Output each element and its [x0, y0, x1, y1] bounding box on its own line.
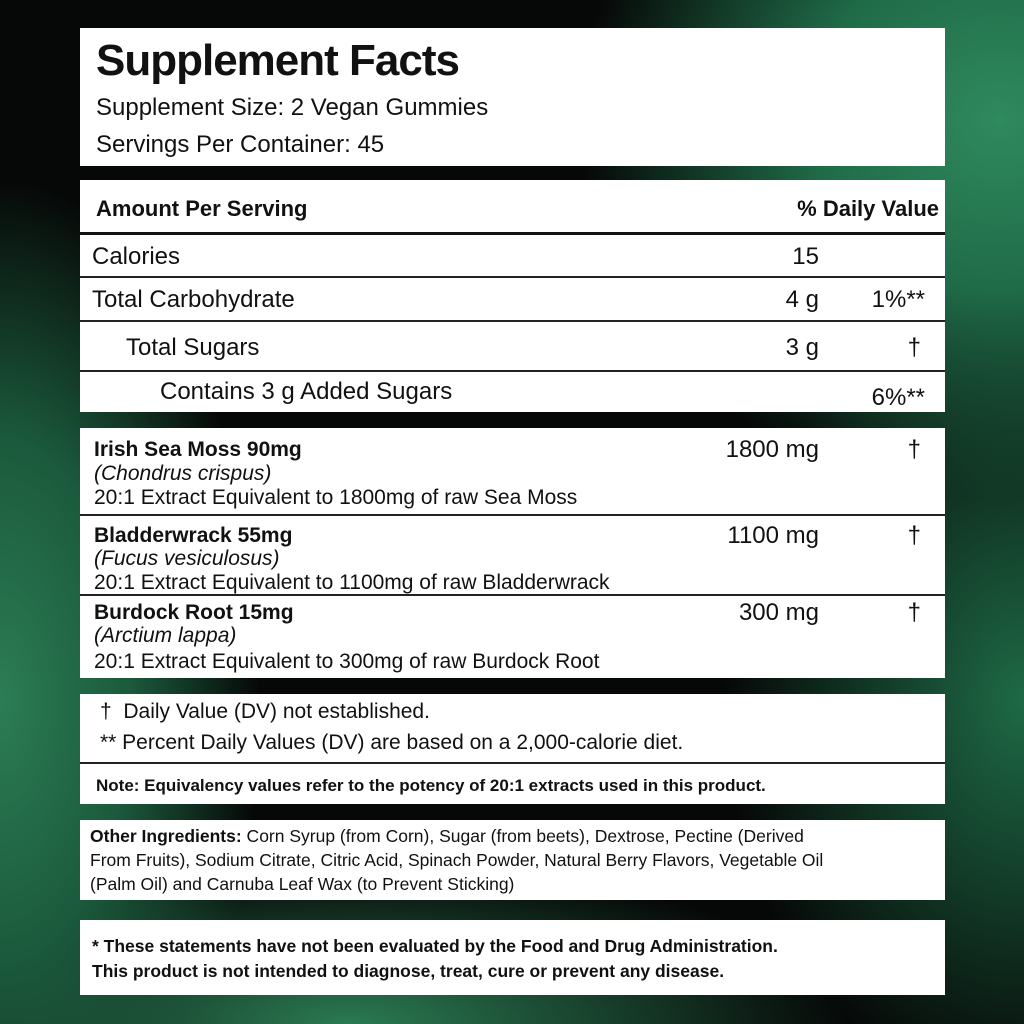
other-ingredients-panel: Other Ingredients: Corn Syrup (from Corn…: [80, 820, 945, 900]
footnote-dv-not-established: † Daily Value (DV) not established.: [100, 700, 430, 723]
nutrient-name: Contains 3 g Added Sugars: [160, 378, 453, 405]
nutrient-name: Total Sugars: [126, 334, 260, 361]
ingredient-extract: 20:1 Extract Equivalent to 1100mg of raw…: [94, 571, 610, 594]
nutrient-row: Contains 3 g Added Sugars 6%**: [80, 370, 945, 414]
equivalency-note: Note: Equivalency values refer to the po…: [96, 776, 766, 795]
ingredients-panel: Irish Sea Moss 90mg (Chondrus crispus) 2…: [80, 428, 945, 678]
ingredient-name: Irish Sea Moss 90mg: [94, 438, 302, 461]
fda-disclaimer-line: * These statements have not been evaluat…: [92, 936, 778, 956]
ingredient-amount: 300 mg: [738, 599, 819, 626]
nutrient-amount: 15: [792, 243, 819, 270]
footnotes-panel: † Daily Value (DV) not established. ** P…: [80, 694, 945, 804]
ingredient-dv: †: [907, 522, 921, 549]
fda-disclaimer-line: This product is not intended to diagnose…: [92, 961, 725, 981]
ingredient-latin: (Chondrus crispus): [94, 462, 272, 485]
other-ingredients-text: Corn Syrup (from Corn), Sugar (from beet…: [241, 826, 804, 846]
ingredient-latin: (Fucus vesiculosus): [94, 547, 280, 570]
disclaimer-panel: * These statements have not been evaluat…: [80, 920, 945, 995]
amount-per-serving-header: Amount Per Serving: [96, 196, 308, 221]
ingredient-latin: (Arctium lappa): [94, 624, 237, 647]
ingredient-name: Burdock Root 15mg: [94, 601, 294, 624]
nutrient-row: Total Sugars 3 g †: [80, 320, 945, 370]
servings-per-container: Servings Per Container: 45: [96, 131, 385, 158]
ingredient-dv: †: [907, 599, 921, 626]
other-ingredients-line: Other Ingredients: Corn Syrup (from Corn…: [90, 824, 804, 848]
nutrient-amount: 4 g: [785, 286, 819, 313]
page-title: Supplement Facts: [96, 36, 460, 85]
ingredient-name: Bladderwrack 55mg: [94, 524, 293, 547]
nutrient-row: Total Carbohydrate 4 g 1%**: [80, 276, 945, 320]
ingredient-dv: †: [907, 436, 921, 463]
nutrient-dv: 1%**: [871, 286, 925, 313]
other-ingredients-line: From Fruits), Sodium Citrate, Citric Aci…: [90, 850, 824, 870]
daily-value-header: % Daily Value: [797, 196, 939, 221]
ingredient-amount: 1800 mg: [725, 436, 819, 463]
nutrient-row: Calories 15: [80, 232, 945, 277]
nutrient-name: Total Carbohydrate: [92, 286, 295, 313]
ingredient-row: Bladderwrack 55mg (Fucus vesiculosus) 20…: [80, 514, 945, 594]
ingredient-extract: 20:1 Extract Equivalent to 300mg of raw …: [94, 650, 600, 673]
footnote-percent-dv: ** Percent Daily Values (DV) are based o…: [100, 731, 684, 754]
ingredient-row: Burdock Root 15mg (Arctium lappa) 20:1 E…: [80, 594, 945, 680]
serving-size: Supplement Size: 2 Vegan Gummies: [96, 94, 489, 121]
nutrient-dv: 6%**: [871, 384, 925, 411]
nutrient-dv: †: [907, 334, 921, 361]
ingredient-row: Irish Sea Moss 90mg (Chondrus crispus) 2…: [80, 428, 945, 514]
nutrient-name: Calories: [92, 243, 181, 270]
title-panel: Supplement Facts Supplement Size: 2 Vega…: [80, 28, 945, 166]
ingredient-extract: 20:1 Extract Equivalent to 1800mg of raw…: [94, 486, 578, 509]
note-row: Note: Equivalency values refer to the po…: [80, 762, 945, 806]
ingredient-amount: 1100 mg: [727, 522, 819, 549]
other-ingredients-label: Other Ingredients:: [90, 826, 242, 846]
nutrient-amount: 3 g: [785, 334, 819, 361]
other-ingredients-line: (Palm Oil) and Carnuba Leaf Wax (to Prev…: [90, 874, 515, 894]
nutrients-panel: Amount Per Serving % Daily Value Calorie…: [80, 180, 945, 412]
